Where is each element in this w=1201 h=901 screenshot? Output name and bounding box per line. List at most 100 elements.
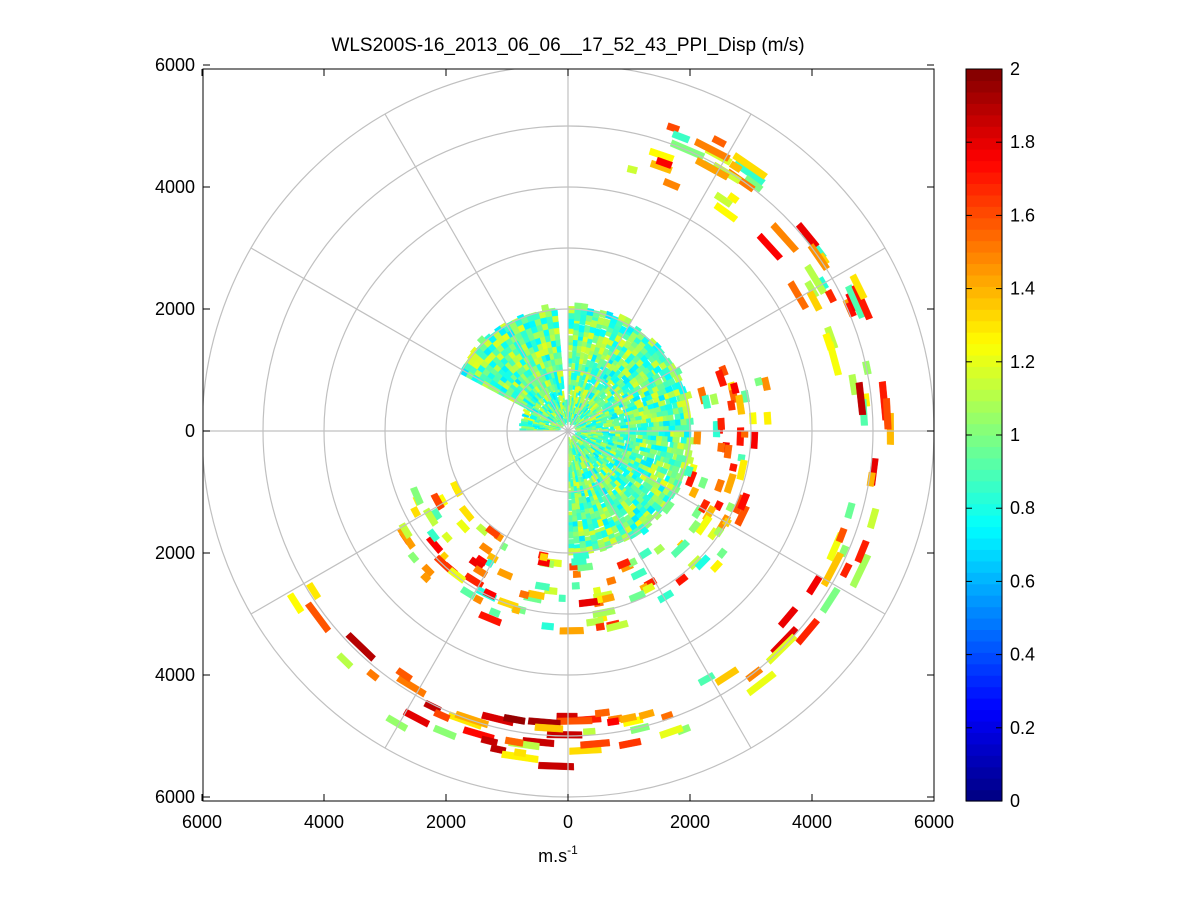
scan-cell	[671, 130, 691, 144]
scan-cell	[839, 562, 853, 579]
scan-cell	[770, 222, 800, 253]
colorbar-band	[966, 480, 1002, 493]
colorbar-band	[966, 423, 1002, 436]
colorbar-band	[966, 137, 1002, 150]
scan-cell	[717, 417, 726, 430]
scan-cell	[713, 202, 739, 223]
scan-cell	[402, 708, 431, 728]
colorbar-tick-label: 0.8	[1010, 498, 1035, 518]
x-axis-label-superscript: -1	[567, 843, 578, 857]
scan-cell	[518, 589, 530, 600]
scan-cell	[795, 221, 820, 249]
scan-cell	[715, 369, 728, 388]
scan-cell	[602, 318, 611, 327]
x-tick-label: 6000	[914, 812, 954, 832]
scan-cell	[534, 581, 550, 592]
colorbar-band	[966, 366, 1002, 379]
x-tick-label: 2000	[426, 812, 466, 832]
scan-cell	[594, 708, 611, 718]
colorbar-band	[966, 149, 1002, 162]
colorbar-tick-label: 1.8	[1010, 132, 1035, 152]
scan-cell	[660, 440, 669, 447]
scan-cell	[475, 523, 490, 537]
colorbar-band	[966, 537, 1002, 550]
colorbar-band	[966, 309, 1002, 322]
scan-cell	[693, 430, 702, 445]
y-tick-label: 4000	[155, 665, 195, 685]
scan-cell	[534, 723, 564, 733]
colorbar-band	[966, 640, 1002, 653]
colorbar-band	[966, 229, 1002, 242]
azimuth-spoke	[567, 113, 752, 432]
plot-area: 6000 4000 2000 0 2000 4000 6000 6000 4000 2000 0 20…	[155, 55, 954, 832]
scan-cell	[576, 396, 582, 404]
scan-cell	[556, 716, 593, 725]
colorbar-tick-label: 0.4	[1010, 645, 1035, 665]
scan-cell	[693, 138, 731, 162]
y-tick-label: 6000	[155, 55, 195, 75]
azimuth-spoke	[250, 430, 569, 615]
scan-cell	[728, 160, 743, 173]
colorbar-band	[966, 732, 1002, 745]
scan-cell	[642, 582, 656, 595]
colorbar-band	[966, 755, 1002, 768]
scan-cell	[662, 177, 681, 191]
colorbar-band	[966, 354, 1002, 367]
scan-cell	[711, 135, 727, 148]
colorbar-band	[966, 789, 1002, 802]
colorbar-band	[966, 572, 1002, 585]
scan-cell	[882, 397, 892, 430]
colorbar-band	[966, 183, 1002, 196]
scan-cell	[518, 423, 527, 427]
x-tick-label: 2000	[670, 812, 710, 832]
scan-cell	[698, 498, 711, 514]
scan-cell	[425, 535, 444, 555]
scan-cell	[849, 273, 868, 300]
scan-cell	[567, 503, 573, 511]
scan-cell	[848, 373, 859, 396]
scan-cell	[659, 724, 684, 739]
scan-cell	[626, 164, 638, 175]
scan-cell	[656, 425, 664, 432]
axis-ticks: 6000 4000 2000 0 2000 4000 6000 6000 4000 2000 0 20…	[155, 55, 954, 832]
scan-cell	[410, 506, 422, 518]
scan-cell	[541, 622, 555, 631]
scan-cell	[819, 586, 841, 614]
scan-cell	[688, 486, 700, 499]
colorbar-band	[966, 377, 1002, 390]
colorbar-band	[966, 446, 1002, 459]
scan-cell	[701, 394, 712, 410]
colorbar-band	[966, 240, 1002, 253]
scan-cell	[480, 735, 499, 747]
colorbar-band	[966, 469, 1002, 482]
colorbar-band	[966, 297, 1002, 310]
scan-cell	[488, 607, 501, 618]
scan-cell	[454, 710, 490, 729]
scan-cell	[845, 284, 866, 319]
scan-cell	[513, 748, 527, 758]
scan-cell	[606, 576, 617, 586]
scan-cell	[694, 554, 711, 571]
scan-cell	[723, 473, 737, 495]
colorbar-band	[966, 560, 1002, 573]
azimuth-spoke	[250, 247, 569, 432]
scan-cell	[458, 505, 475, 523]
scan-cell	[577, 562, 594, 572]
scan-cell	[472, 594, 484, 605]
colorbar-band	[966, 503, 1002, 516]
scan-cell	[410, 486, 424, 506]
scan-cell	[580, 739, 611, 749]
scan-cell	[684, 449, 693, 458]
y-tick-label: 2000	[155, 299, 195, 319]
colorbar-band	[966, 332, 1002, 345]
colorbar-band	[966, 80, 1002, 93]
scan-cell	[426, 528, 440, 543]
colorbar: 0 0.2 0.4 0.6 0.8 1 1.2 1.4 1.6 1.8 2	[965, 59, 1035, 811]
colorbar-band	[966, 618, 1002, 631]
scan-cell	[571, 582, 580, 590]
scan-cell	[849, 553, 872, 589]
scan-cell	[723, 444, 733, 459]
scan-cell	[795, 617, 821, 646]
scan-cell	[499, 541, 509, 552]
